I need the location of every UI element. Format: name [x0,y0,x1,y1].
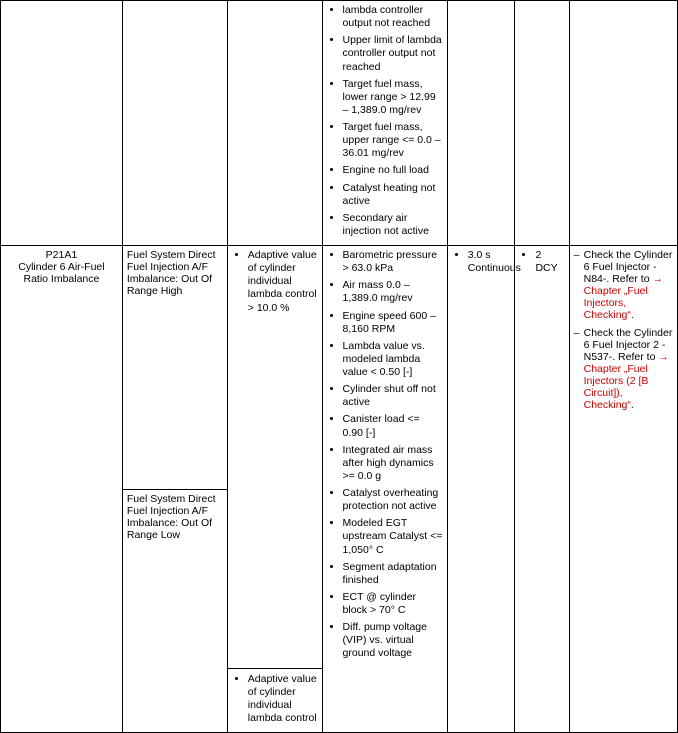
list-item: Diff. pump voltage (VIP) vs. virtual gro… [343,621,443,660]
action-item: –Check the Cylinder 6 Fuel Injector -N84… [574,249,673,321]
dtc-desc: Cylinder 6 Air-Fuel Ratio Imbalance [5,261,118,285]
fault-text: Fuel System Direct Fuel Injection A/F Im… [127,249,216,297]
cell-action [569,1,677,246]
fault-text: Fuel System Direct Fuel Injection A/F Im… [127,493,216,541]
cell-faulttype: Fuel System Direct Fuel Injection A/F Im… [122,489,227,733]
list-item: Integrated air mass after high dynamics … [343,444,443,483]
bullet-list: 2 DCY [519,249,564,275]
cell-time [447,1,515,246]
bullet-list: lambda controller output not reached Uppe… [327,4,443,238]
list-item: Target fuel mass, lower range > 12.99 – … [343,78,443,117]
bullet-list: Adaptive value of cylinder individual la… [232,673,318,726]
cell-mil: 2 DCY [515,246,569,733]
list-item: Canister load <= 0.90 [-] [343,413,443,439]
list-item: Catalyst heating not active [343,182,443,208]
cell-conditions: Barometric pressure > 63.0 kPa Air mass 0… [322,246,447,733]
cell-faulttype: Fuel System Direct Fuel Injection A/F Im… [122,246,227,490]
list-item: Lambda value vs. modeled lambda value < … [343,340,443,379]
list-item: lambda controller output not reached [343,4,443,30]
list-item: Air mass 0.0 – 1,389.0 mg/rev [343,279,443,305]
list-item: Segment adaptation finished [343,561,443,587]
list-item: Catalyst overheating protection not acti… [343,487,443,513]
cell-malfunction [227,1,322,246]
list-item: Engine speed 600 – 8,160 RPM [343,310,443,336]
cell-code: P21A1 Cylinder 6 Air-Fuel Ratio Imbalanc… [1,246,123,733]
cell-malfunction: Adaptive value of cylinder individual la… [227,246,322,733]
action-text: . [631,399,634,411]
cell-action: –Check the Cylinder 6 Fuel Injector -N84… [569,246,677,733]
list-item: 3.0 s Continuous [468,249,511,275]
list-item: Secondary air injection not active [343,212,443,238]
cell-code [1,1,123,246]
action-text: . [631,309,634,321]
list-item: Adaptive value of cylinder individual la… [248,673,318,726]
action-item: –Check the Cylinder 6 Fuel Injector 2 -N… [574,327,673,411]
list-item: Engine no full load [343,164,443,177]
bullet-list: Barometric pressure > 63.0 kPa Air mass 0… [327,249,443,661]
cell-faulttype [122,1,227,246]
list-item: Cylinder shut off not active [343,383,443,409]
list-item: Upper limit of lambda controller output … [343,34,443,73]
table-row: lambda controller output not reached Uppe… [1,1,678,246]
table-row: P21A1 Cylinder 6 Air-Fuel Ratio Imbalanc… [1,246,678,490]
list-item: Barometric pressure > 63.0 kPa [343,249,443,275]
list-item: ECT @ cylinder block > 70° C [343,591,443,617]
bullet-list: Adaptive value of cylinder individual la… [232,249,318,315]
list-item: Adaptive value of cylinder individual la… [248,249,318,315]
list-item: Target fuel mass, upper range <= 0.0 – 3… [343,121,443,160]
list-item: Modeled EGT upstream Catalyst <= 1,050° … [343,517,443,556]
cell-time: 3.0 s Continuous [447,246,515,733]
list-item: 2 DCY [535,249,564,275]
cell-conditions: lambda controller output not reached Uppe… [322,1,447,246]
dtc-code: P21A1 [5,249,118,261]
cell-mil [515,1,569,246]
bullet-list: 3.0 s Continuous [452,249,511,275]
dtc-table: lambda controller output not reached Uppe… [0,0,678,733]
action-list: –Check the Cylinder 6 Fuel Injector -N84… [574,249,673,411]
